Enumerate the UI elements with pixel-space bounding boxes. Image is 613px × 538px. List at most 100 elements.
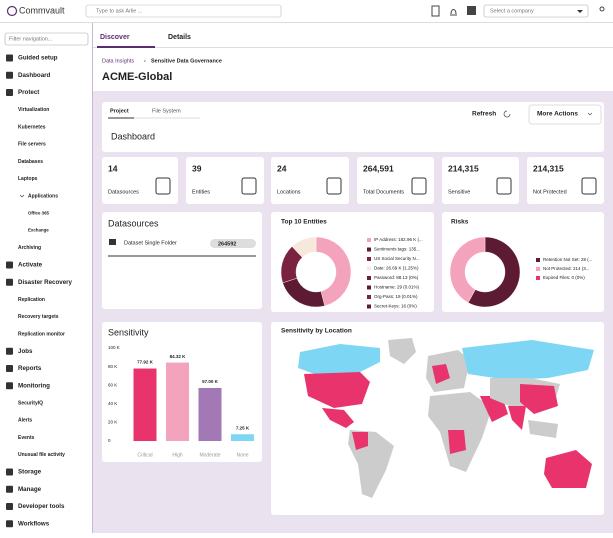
nav-icon xyxy=(6,278,13,286)
stat-card xyxy=(186,157,264,204)
bar-value-label: 84.32 K xyxy=(170,354,187,359)
nav-icon xyxy=(6,347,13,355)
nav-item[interactable]: SecurityIQ xyxy=(18,400,43,406)
refresh-button[interactable]: Refresh xyxy=(472,111,496,118)
breadcrumb-link[interactable]: Data Insights xyxy=(102,58,134,64)
bell-icon[interactable] xyxy=(450,9,457,16)
nav-icon xyxy=(6,503,13,510)
nav-item[interactable]: Virtualization xyxy=(18,107,49,113)
stat-icon xyxy=(496,177,512,195)
stat-label: Not Protected xyxy=(533,189,567,195)
chevron xyxy=(587,112,593,116)
nav-icon xyxy=(6,71,13,79)
bar xyxy=(133,368,157,441)
filter-placeholder: Filter navigation... xyxy=(9,36,53,42)
search-box[interactable] xyxy=(85,4,282,18)
legend-swatch xyxy=(536,276,540,280)
progress-bar xyxy=(210,239,256,248)
legend-label: IP Address: 182.96 K (... xyxy=(374,237,423,242)
nav-icon xyxy=(6,468,13,476)
stat-label: Total Documents xyxy=(363,189,404,195)
x-tick-label: None xyxy=(237,452,249,458)
tab[interactable]: Details xyxy=(168,34,191,41)
nav-item[interactable]: Jobs xyxy=(18,348,33,355)
nav-item[interactable]: Archiving xyxy=(18,245,41,251)
nav-item[interactable]: Activate xyxy=(18,262,43,269)
nav-item[interactable]: File servers xyxy=(18,142,46,148)
nav-item[interactable]: Kubernetes xyxy=(18,124,46,130)
y-tick-label: 100 K xyxy=(108,345,120,350)
legend-swatch xyxy=(367,257,371,261)
subtab[interactable]: File System xyxy=(152,108,181,114)
card xyxy=(102,212,262,309)
nav-item[interactable]: Dashboard xyxy=(18,72,51,79)
map-region xyxy=(298,344,380,376)
stat-label: Locations xyxy=(277,189,301,195)
nav-icon xyxy=(6,365,13,372)
map-region xyxy=(388,338,416,364)
nav-item[interactable]: Developer tools xyxy=(18,503,65,510)
nav-item[interactable]: Recovery targets xyxy=(18,314,59,320)
refresh-icon[interactable] xyxy=(503,110,511,118)
stat-icon xyxy=(155,177,171,195)
tab[interactable]: Discover xyxy=(100,34,130,41)
stat-card xyxy=(442,157,519,204)
map-region xyxy=(462,340,594,380)
stat-value: 39 xyxy=(192,163,202,173)
stat-value: 14 xyxy=(108,163,118,173)
bar-value-label: 77.92 K xyxy=(137,360,154,365)
y-tick-label: 0 xyxy=(108,438,111,443)
nav-item[interactable]: Protect xyxy=(18,89,39,96)
nav-item[interactable]: Databases xyxy=(18,159,43,165)
legend-swatch xyxy=(367,276,371,280)
nav-item[interactable]: Manage xyxy=(18,486,42,493)
nav-item[interactable]: Office 365 xyxy=(28,210,50,215)
nav-icon xyxy=(6,382,13,390)
user-icon[interactable] xyxy=(599,6,605,12)
map-region xyxy=(432,364,450,384)
legend-swatch xyxy=(367,295,371,299)
stat-card xyxy=(102,157,178,204)
bar xyxy=(198,387,222,441)
icon[interactable] xyxy=(431,5,440,17)
nav-icon xyxy=(6,89,13,96)
nav-item[interactable]: Workflows xyxy=(18,520,50,527)
nav-item[interactable]: Disaster Recovery xyxy=(18,279,73,286)
more-actions[interactable] xyxy=(528,104,602,125)
subtab[interactable]: Project xyxy=(110,108,129,114)
nav-item[interactable]: Laptops xyxy=(18,176,38,182)
nav-item[interactable]: Events xyxy=(18,435,35,441)
nav-icon xyxy=(6,520,13,528)
card-title: Sensitivity xyxy=(108,327,149,337)
grid-icon[interactable] xyxy=(467,6,476,15)
dashboard-title: Dashboard xyxy=(111,131,155,141)
nav-item[interactable]: Unusual file activity xyxy=(18,452,65,458)
company-select[interactable] xyxy=(483,4,589,18)
nav-item[interactable]: Guided setup xyxy=(18,55,58,62)
legend-swatch xyxy=(536,258,540,262)
donut-slice xyxy=(315,236,352,307)
map-region xyxy=(448,430,466,454)
nav-item[interactable]: Alerts xyxy=(18,418,32,424)
bar-value-label: 7.25 K xyxy=(236,425,250,430)
card-title: Risks xyxy=(451,219,469,226)
legend-label: Password: 88.13 (0%) xyxy=(374,275,419,280)
nav-item[interactable]: Reports xyxy=(18,365,42,372)
donut-slice xyxy=(449,236,486,303)
stat-value: 24 xyxy=(277,163,287,173)
filter-box[interactable] xyxy=(4,32,89,46)
nav-item[interactable]: Replication monitor xyxy=(18,331,65,337)
company-placeholder: Select a company xyxy=(490,8,534,14)
nav-item[interactable]: Storage xyxy=(18,469,42,476)
nav-item[interactable]: Applications xyxy=(28,193,58,199)
nav-item[interactable]: Monitoring xyxy=(18,382,50,389)
stat-label: Sensitive xyxy=(448,189,470,195)
stat-icon xyxy=(581,177,597,195)
nav-item[interactable]: Exchange xyxy=(28,228,49,233)
y-tick-label: 60 K xyxy=(108,382,117,387)
card xyxy=(271,212,434,312)
nav-icon xyxy=(6,54,13,62)
nav-item[interactable]: Replication xyxy=(18,297,45,303)
datasource-count: 264592 xyxy=(218,241,236,247)
map-region xyxy=(352,432,368,450)
